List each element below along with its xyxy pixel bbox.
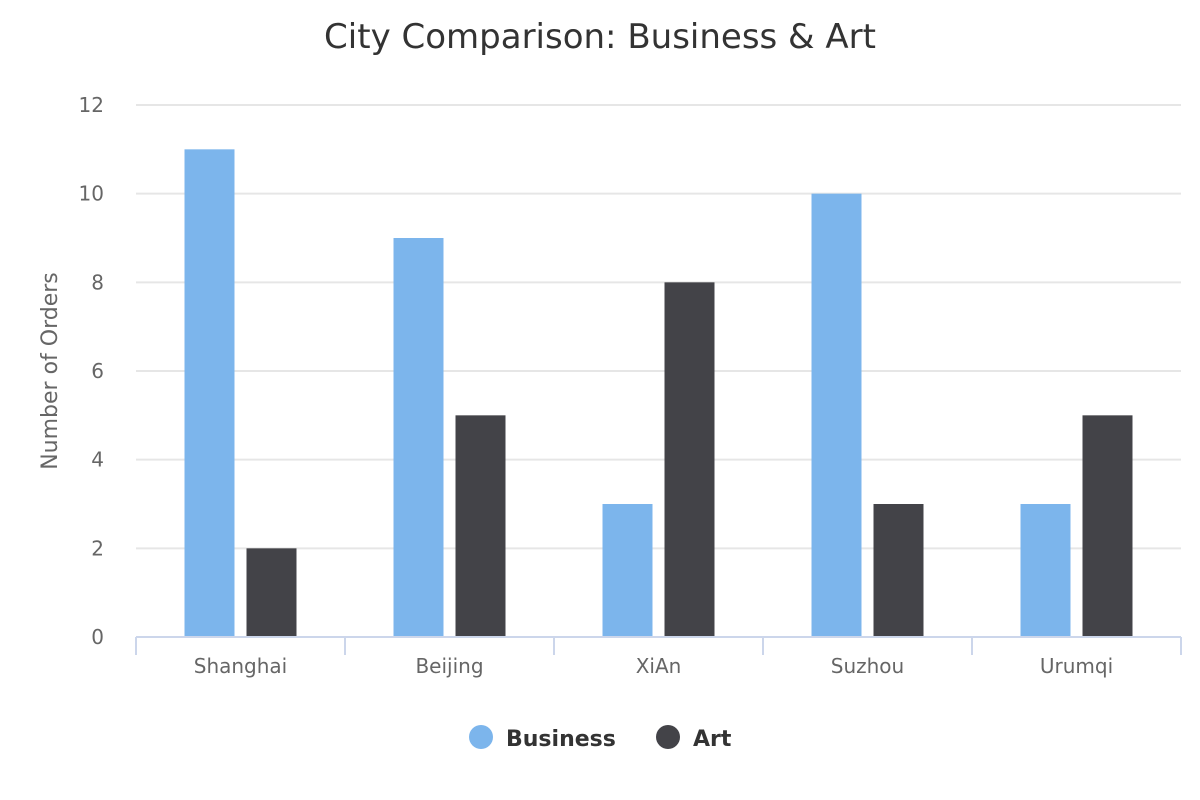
y-tick-label: 8 [91, 270, 104, 294]
y-tick-label: 10 [79, 182, 104, 206]
bar-art-xian[interactable] [664, 282, 715, 637]
y-tick-label: 0 [91, 625, 104, 649]
x-axis: Shanghai Beijing XiAn Suzhou Urumqi [135, 636, 1182, 678]
y-axis-label: Number of Orders [38, 272, 63, 470]
bar-art-shanghai[interactable] [246, 548, 297, 637]
y-tick-label: 12 [79, 93, 104, 117]
x-tick-label: Shanghai [194, 654, 288, 678]
x-tick-label: XiAn [636, 654, 682, 678]
legend-swatch-art [656, 725, 680, 749]
legend-item-art[interactable]: Art [656, 725, 732, 752]
legend-swatch-business [469, 725, 493, 749]
legend-item-business[interactable]: Business [469, 725, 616, 752]
legend-label-business: Business [506, 727, 616, 752]
chart-title: City Comparison: Business & Art [324, 17, 876, 57]
bar-business-beijing[interactable] [393, 238, 444, 637]
bar-business-urumqi[interactable] [1020, 504, 1071, 637]
y-axis-ticks: 0 2 4 6 8 10 12 [79, 93, 104, 649]
x-tick-label: Urumqi [1040, 654, 1113, 678]
bars [184, 149, 1133, 638]
legend[interactable]: Business Art [469, 725, 732, 752]
gridlines [136, 104, 1181, 550]
x-tick-label: Suzhou [831, 654, 904, 678]
bar-art-beijing[interactable] [455, 415, 506, 637]
bar-business-shanghai[interactable] [184, 149, 235, 638]
y-tick-label: 2 [91, 536, 104, 560]
legend-label-art: Art [693, 727, 732, 752]
y-tick-label: 6 [91, 359, 104, 383]
bar-business-suzhou[interactable] [811, 193, 862, 637]
y-tick-label: 4 [91, 448, 104, 472]
x-tick-label: Beijing [415, 654, 483, 678]
bar-art-suzhou[interactable] [873, 504, 924, 637]
bar-business-xian[interactable] [602, 504, 653, 637]
bar-art-urumqi[interactable] [1082, 415, 1133, 637]
